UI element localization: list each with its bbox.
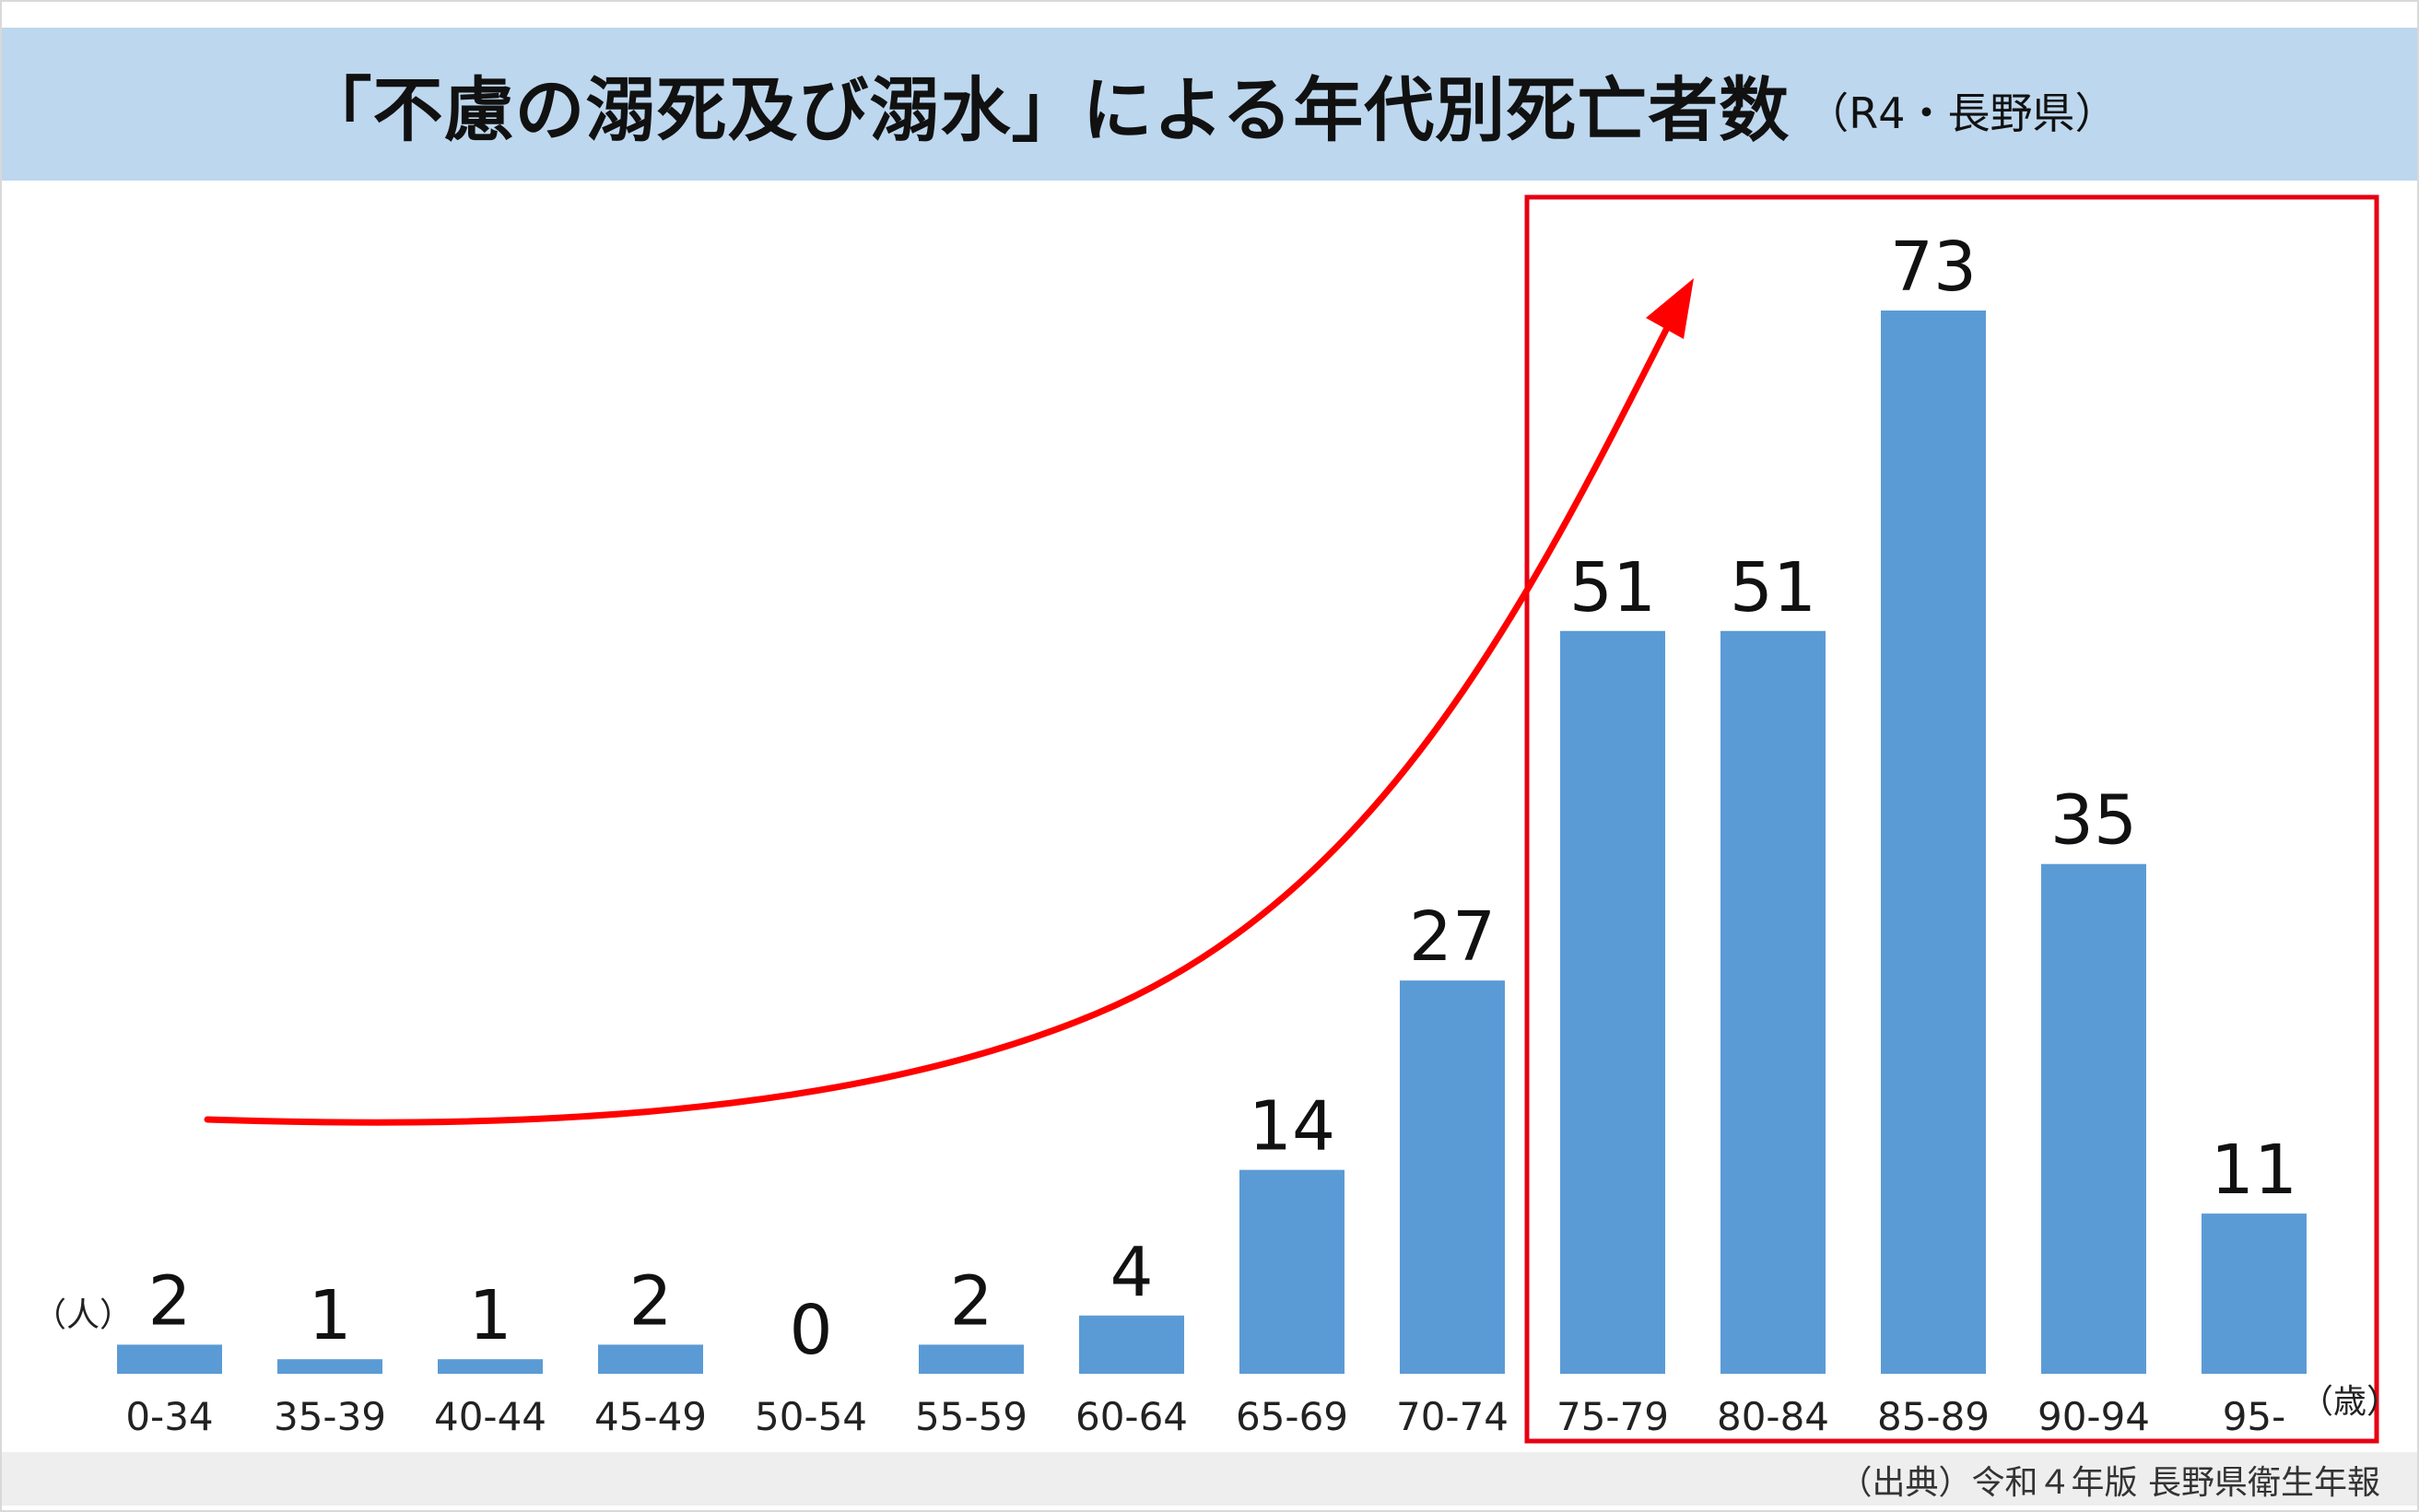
x-tick-label-80-84: 80-84 (1717, 1394, 1829, 1439)
x-tick-label-55-59: 55-59 (915, 1394, 1027, 1439)
data-label-70-74: 27 (1409, 897, 1496, 977)
data-label-85-89: 73 (1890, 228, 1977, 307)
bar-0-34 (117, 1344, 222, 1374)
data-label-35-39: 1 (308, 1276, 351, 1355)
bar-70-74 (1400, 980, 1505, 1374)
bar-80-84 (1720, 630, 1826, 1374)
highlight-box (1524, 194, 2379, 1444)
x-tick-label-40-44: 40-44 (434, 1394, 546, 1439)
x-tick-label-65-69: 65-69 (1236, 1394, 1348, 1439)
bar-95- (2202, 1213, 2307, 1374)
x-tick-label-95-: 95- (2223, 1394, 2286, 1439)
data-label-50-54: 0 (789, 1291, 832, 1370)
bar-65-69 (1239, 1169, 1345, 1374)
data-label-55-59: 2 (949, 1261, 992, 1341)
x-tick-label-50-54: 50-54 (755, 1394, 867, 1439)
x-tick-label-45-49: 45-49 (594, 1394, 707, 1439)
x-tick-label-60-64: 60-64 (1075, 1394, 1188, 1439)
data-label-95-: 11 (2211, 1131, 2297, 1210)
data-label-65-69: 14 (1249, 1087, 1335, 1166)
trend-arrow-head (1646, 278, 1694, 339)
bar-75-79 (1560, 630, 1665, 1374)
bar-35-39 (277, 1359, 382, 1374)
x-tick-label-0-34: 0-34 (125, 1394, 213, 1439)
bar-85-89 (1881, 311, 1986, 1374)
data-label-0-34: 2 (147, 1261, 191, 1341)
data-label-45-49: 2 (628, 1261, 672, 1341)
bar-40-44 (438, 1359, 543, 1374)
x-axis-unit-label: （歳） (2300, 1383, 2401, 1421)
bar-90-94 (2041, 863, 2146, 1374)
data-label-75-79: 51 (1569, 548, 1656, 627)
data-label-80-84: 51 (1730, 548, 1816, 627)
bar-55-59 (919, 1344, 1024, 1374)
title-band: 「不慮の溺死及び溺水」による年代別死亡者数 （R4・長野県） (2, 28, 2417, 181)
chart-title: 「不慮の溺死及び溺水」による年代別死亡者数 （R4・長野県） (2, 28, 2417, 181)
x-tick-label-70-74: 70-74 (1396, 1394, 1509, 1439)
bar-45-49 (598, 1344, 703, 1374)
chart-title-main: 「不慮の溺死及び溺水」による年代別死亡者数 (301, 69, 1791, 151)
source-band: （出典）令和４年版 長野県衛生年報 (2, 1452, 2417, 1506)
x-tick-label-75-79: 75-79 (1556, 1394, 1669, 1439)
trend-arrow-line (204, 319, 1673, 1126)
y-axis-unit-label: （人） (33, 1296, 134, 1334)
x-tick-label-90-94: 90-94 (2037, 1394, 2150, 1439)
source-note: （出典）令和４年版 長野県衛生年報 (1838, 1464, 2380, 1502)
chart-title-sub: （R4・長野県） (1806, 88, 2118, 138)
data-label-90-94: 35 (2050, 781, 2137, 861)
data-label-40-44: 1 (468, 1276, 511, 1355)
x-tick-label-85-89: 85-89 (1877, 1394, 1990, 1439)
x-tick-label-35-39: 35-39 (274, 1394, 386, 1439)
bar-60-64 (1079, 1315, 1184, 1374)
data-label-60-64: 4 (1110, 1233, 1153, 1312)
